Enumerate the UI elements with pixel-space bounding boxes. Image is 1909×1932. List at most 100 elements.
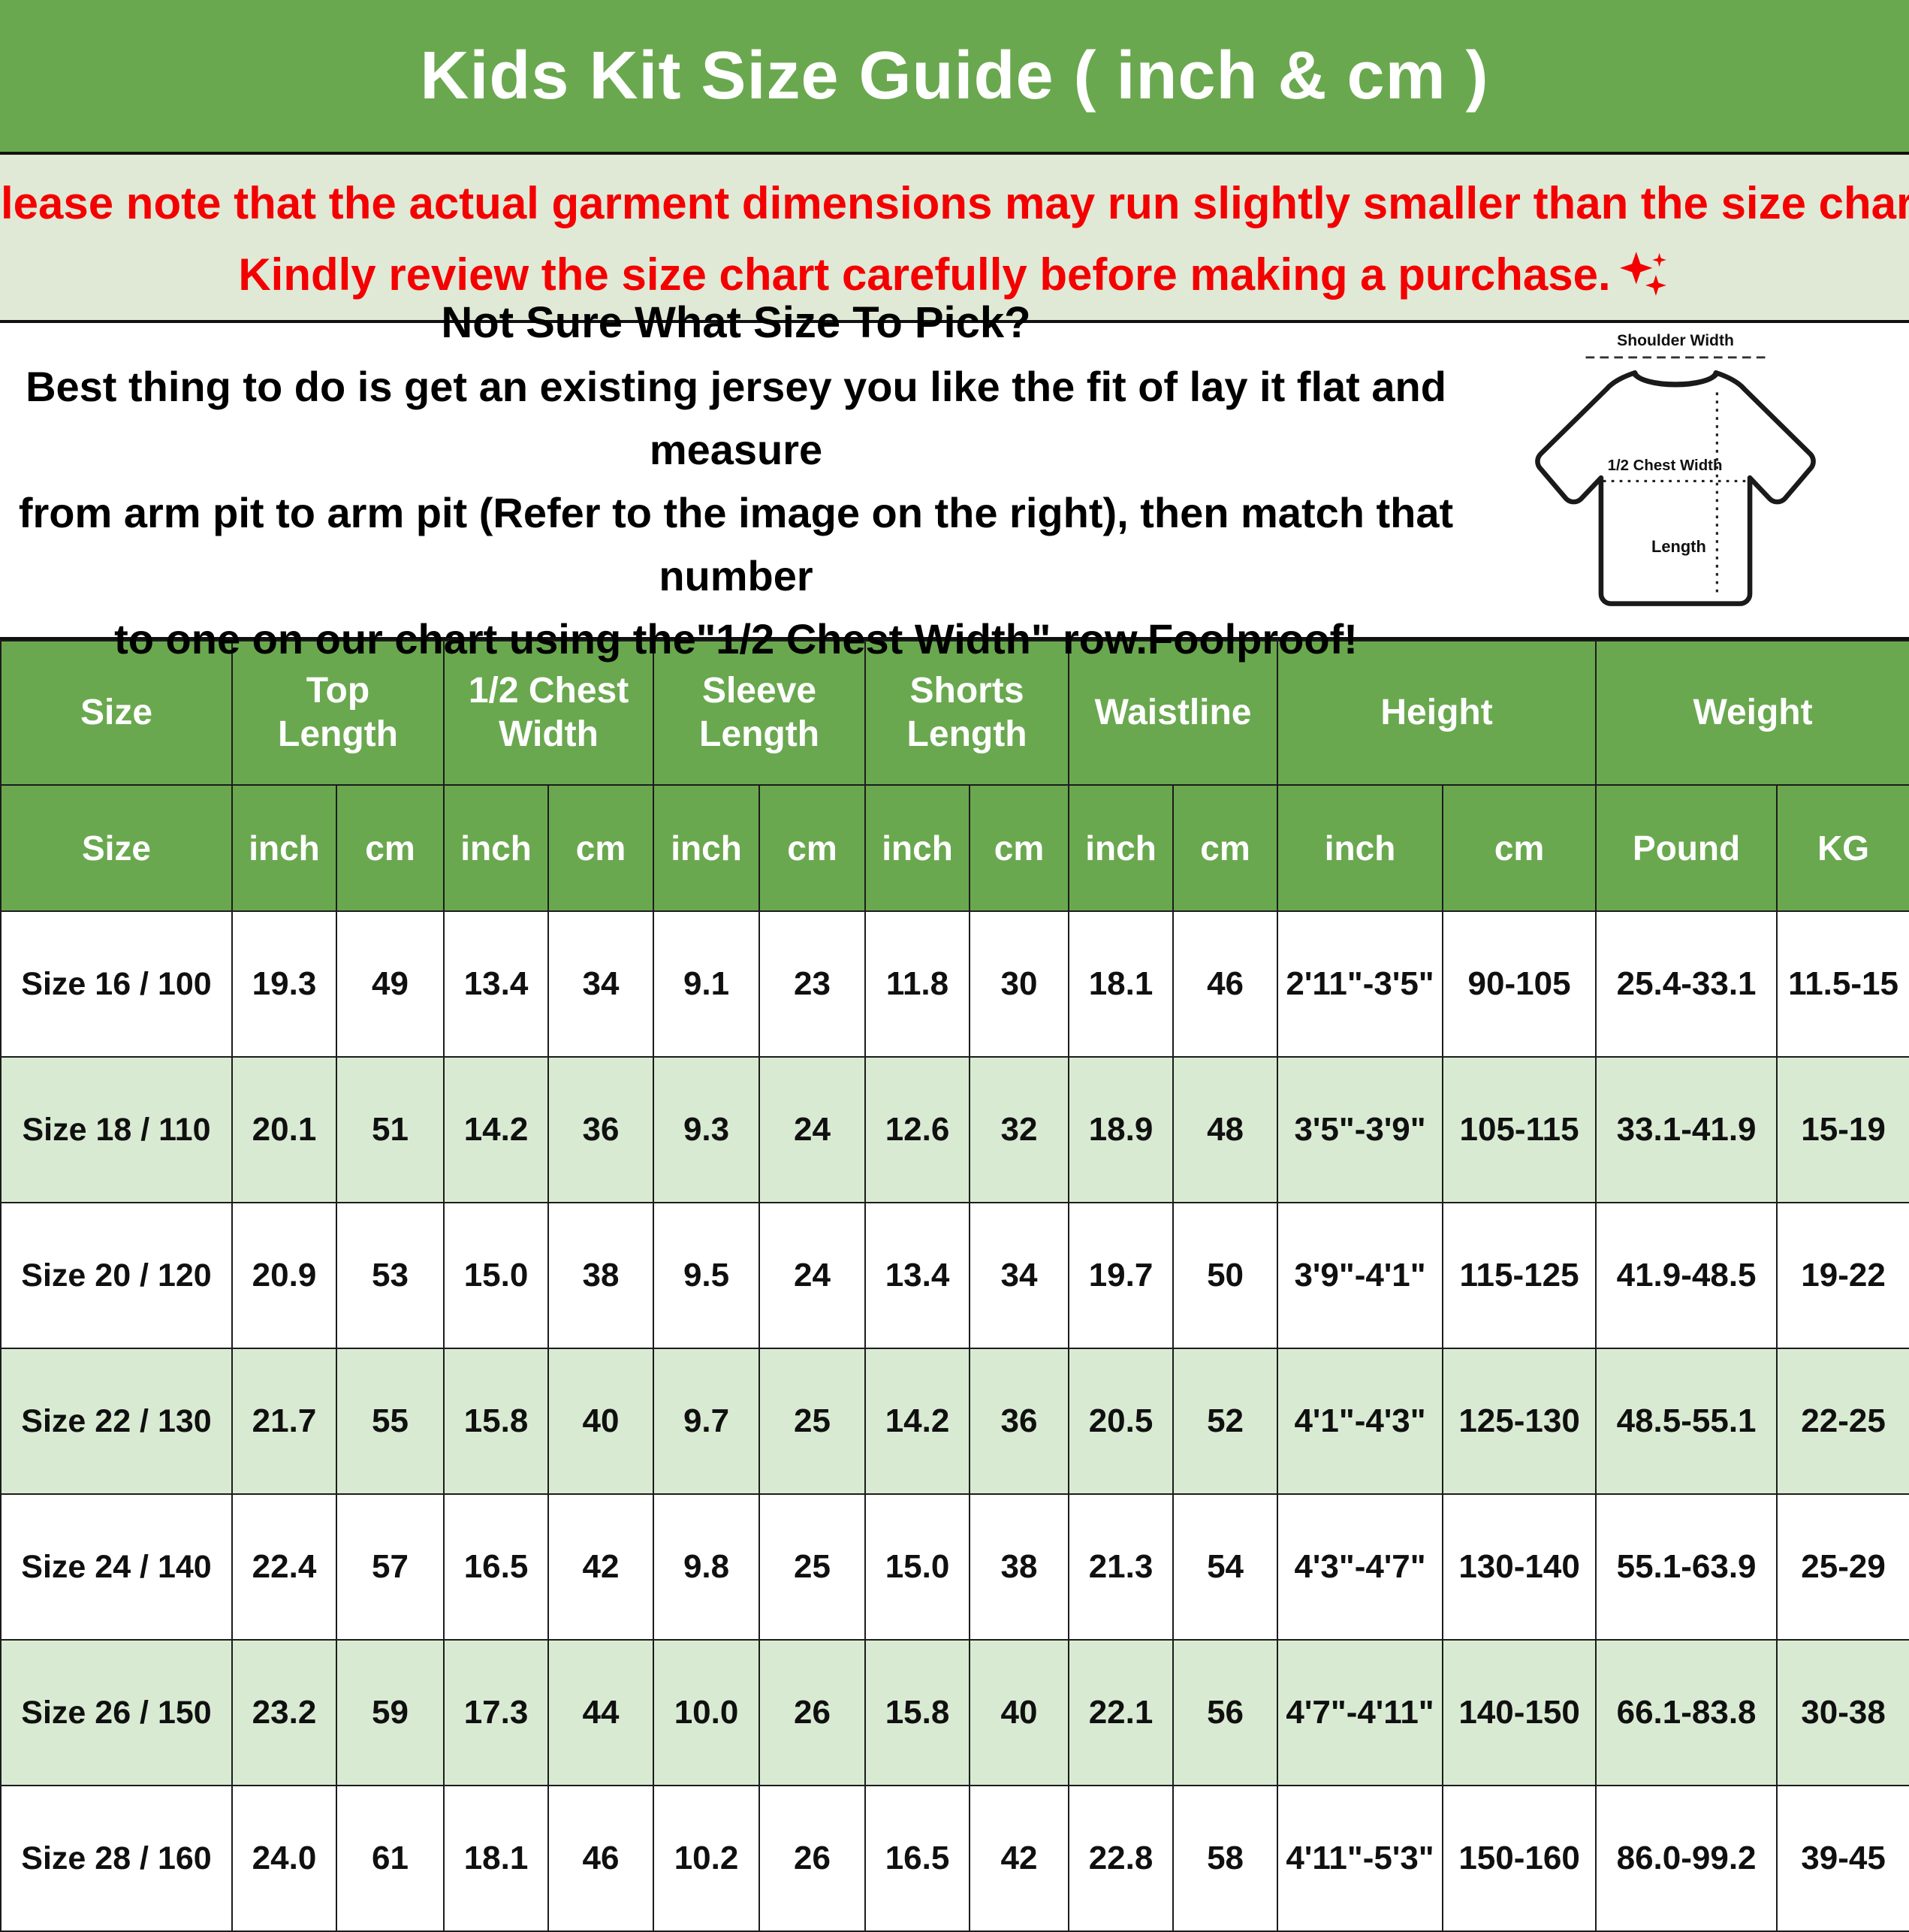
table-cell: 11.5-15 [1776, 910, 1909, 1058]
table-cell: 4'11"-5'3" [1277, 1785, 1444, 1932]
table-cell: 10.0 [653, 1639, 761, 1786]
size-cell: Size 26 / 150 [0, 1639, 233, 1786]
unit-header: Size [0, 784, 233, 912]
tshirt-collar [1630, 370, 1721, 388]
size-cell: Size 22 / 130 [0, 1348, 233, 1495]
column-group-waistline: Waistline [1068, 640, 1279, 786]
unit-header: inch [864, 784, 971, 912]
table-cell: 22.8 [1068, 1785, 1175, 1932]
column-group-weight: Weight [1595, 640, 1909, 786]
column-group-sleeve-length: Sleeve Length [653, 640, 867, 786]
unit-header: KG [1776, 784, 1909, 912]
table-cell: 130-140 [1442, 1493, 1597, 1641]
unit-header: cm [335, 784, 445, 912]
table-cell: 30-38 [1776, 1639, 1909, 1786]
table-cell: 18.1 [443, 1785, 550, 1932]
table-cell: 4'7"-4'11" [1277, 1639, 1444, 1786]
table-cell: 10.2 [653, 1785, 761, 1932]
table-cell: 21.3 [1068, 1493, 1175, 1641]
table-cell: 115-125 [1442, 1202, 1597, 1349]
table-row: Size 24 / 140 22.4 57 16.5 42 9.8 25 15.… [0, 1493, 1909, 1641]
table-cell: 26 [758, 1639, 867, 1786]
table-cell: 125-130 [1442, 1348, 1597, 1495]
page-title: Kids Kit Size Guide ( inch & cm ) [420, 38, 1489, 113]
table-cell: 15.8 [864, 1639, 971, 1786]
table-cell: 9.1 [653, 910, 761, 1058]
table-cell: 23.2 [231, 1639, 337, 1786]
table-cell: 30 [969, 910, 1070, 1058]
table-cell: 4'1"-4'3" [1277, 1348, 1444, 1495]
table-cell: 59 [335, 1639, 445, 1786]
table-cell: 40 [969, 1639, 1070, 1786]
sparkles-icon [1619, 252, 1666, 296]
notice-text-1: Please note that the actual garment dime… [0, 178, 1909, 228]
unit-header: cm [758, 784, 867, 912]
table-cell: 50 [1172, 1202, 1279, 1349]
notice-text-2: Kindly review the size chart carefully b… [238, 249, 1611, 300]
header-units-row: Size inch cm inch cm inch cm inch cm inc… [0, 784, 1909, 912]
table-cell: 13.4 [864, 1202, 971, 1349]
table-cell: 105-115 [1442, 1056, 1597, 1203]
table-cell: 25.4-33.1 [1595, 910, 1778, 1058]
table-cell: 25 [758, 1493, 867, 1641]
header-group-row: Size Top Length 1/2 Chest Width Sleeve L… [0, 640, 1909, 786]
table-cell: 34 [969, 1202, 1070, 1349]
column-group-chest-width: 1/2 Chest Width [443, 640, 655, 786]
unit-header: inch [1277, 784, 1444, 912]
length-label: Length [1651, 537, 1706, 556]
size-table: Size Top Length 1/2 Chest Width Sleeve L… [0, 640, 1909, 1932]
table-cell: 21.7 [231, 1348, 337, 1495]
table-cell: 3'5"-3'9" [1277, 1056, 1444, 1203]
table-cell: 32 [969, 1056, 1070, 1203]
table-cell: 15.0 [443, 1202, 550, 1349]
table-cell: 2'11"-3'5" [1277, 910, 1444, 1058]
table-cell: 18.1 [1068, 910, 1175, 1058]
table-cell: 14.2 [443, 1056, 550, 1203]
help-line-2: from arm pit to arm pit (Refer to the im… [18, 488, 1454, 599]
table-cell: 86.0-99.2 [1595, 1785, 1778, 1932]
table-cell: 46 [1172, 910, 1279, 1058]
help-heading: Not Sure What Size To Pick? [441, 297, 1031, 347]
table-cell: 140-150 [1442, 1639, 1597, 1786]
table-cell: 3'9"-4'1" [1277, 1202, 1444, 1349]
table-cell: 40 [547, 1348, 655, 1495]
table-cell: 20.5 [1068, 1348, 1175, 1495]
table-cell: 49 [335, 910, 445, 1058]
help-line-1: Best thing to do is get an existing jers… [26, 362, 1446, 473]
table-cell: 34 [547, 910, 655, 1058]
table-cell: 22-25 [1776, 1348, 1909, 1495]
size-cell: Size 20 / 120 [0, 1202, 233, 1349]
table-cell: 42 [969, 1785, 1070, 1932]
table-cell: 26 [758, 1785, 867, 1932]
table-cell: 33.1-41.9 [1595, 1056, 1778, 1203]
table-cell: 46 [547, 1785, 655, 1932]
table-cell: 57 [335, 1493, 445, 1641]
unit-header: inch [231, 784, 337, 912]
size-cell: Size 16 / 100 [0, 910, 233, 1058]
table-cell: 66.1-83.8 [1595, 1639, 1778, 1786]
column-group-height: Height [1277, 640, 1597, 786]
table-cell: 51 [335, 1056, 445, 1203]
table-cell: 11.8 [864, 910, 971, 1058]
table-row: Size 18 / 110 20.1 51 14.2 36 9.3 24 12.… [0, 1056, 1909, 1203]
table-cell: 13.4 [443, 910, 550, 1058]
table-row: Size 20 / 120 20.9 53 15.0 38 9.5 24 13.… [0, 1202, 1909, 1349]
help-line-3: to one on our chart using the"1/2 Chest … [114, 614, 1358, 663]
table-cell: 19.7 [1068, 1202, 1175, 1349]
unit-header: inch [1068, 784, 1175, 912]
table-cell: 25 [758, 1348, 867, 1495]
table-cell: 19.3 [231, 910, 337, 1058]
table-cell: 58 [1172, 1785, 1279, 1932]
size-cell: Size 24 / 140 [0, 1493, 233, 1641]
table-cell: 20.9 [231, 1202, 337, 1349]
table-cell: 150-160 [1442, 1785, 1597, 1932]
table-row: Size 28 / 160 24.0 61 18.1 46 10.2 26 16… [0, 1785, 1909, 1932]
table-cell: 36 [969, 1348, 1070, 1495]
table-cell: 24 [758, 1056, 867, 1203]
table-row: Size 26 / 150 23.2 59 17.3 44 10.0 26 15… [0, 1639, 1909, 1786]
table-cell: 54 [1172, 1493, 1279, 1641]
table-cell: 42 [547, 1493, 655, 1641]
table-cell: 38 [969, 1493, 1070, 1641]
notice-line-1: Please note that the actual garment dime… [0, 172, 1909, 235]
table-cell: 55 [335, 1348, 445, 1495]
